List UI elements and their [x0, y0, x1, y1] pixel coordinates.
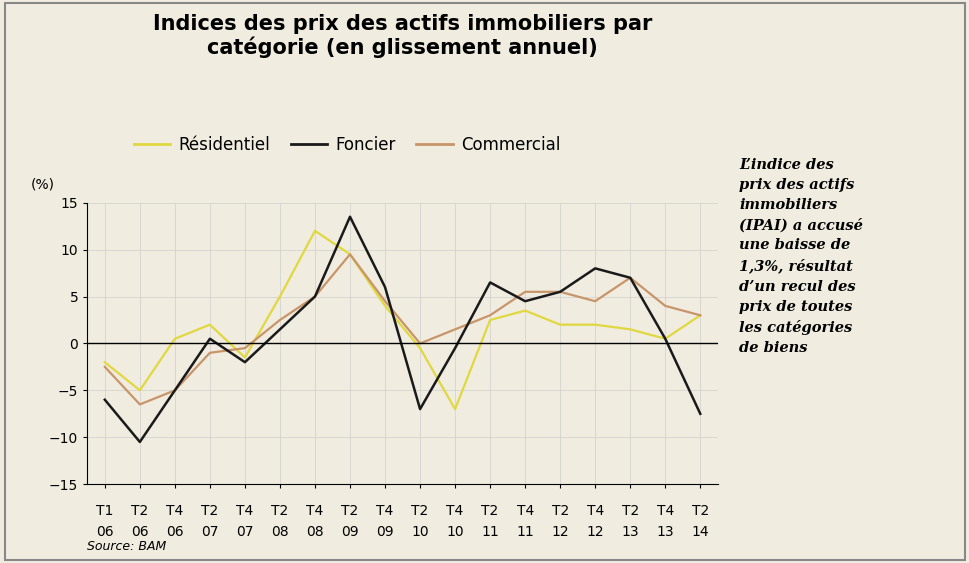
Text: T4: T4	[166, 504, 183, 518]
Text: 06: 06	[131, 525, 148, 539]
Text: Indices des prix des actifs immobiliers par: Indices des prix des actifs immobiliers …	[153, 14, 651, 34]
Text: T4: T4	[306, 504, 324, 518]
Text: (%): (%)	[30, 177, 54, 191]
Text: T2: T2	[691, 504, 708, 518]
Text: 12: 12	[550, 525, 569, 539]
Text: T4: T4	[586, 504, 604, 518]
Text: T2: T2	[201, 504, 218, 518]
Text: T4: T4	[516, 504, 533, 518]
Text: T2: T2	[411, 504, 428, 518]
Text: 06: 06	[166, 525, 183, 539]
Text: 08: 08	[306, 525, 324, 539]
Text: T4: T4	[656, 504, 673, 518]
Text: T2: T2	[621, 504, 639, 518]
Text: 09: 09	[376, 525, 393, 539]
Text: 13: 13	[621, 525, 639, 539]
Text: 11: 11	[516, 525, 534, 539]
Text: 10: 10	[446, 525, 463, 539]
Text: T4: T4	[446, 504, 463, 518]
Text: T2: T2	[481, 504, 498, 518]
Text: 11: 11	[481, 525, 498, 539]
Text: T2: T2	[131, 504, 148, 518]
Text: T4: T4	[376, 504, 393, 518]
Text: Source: BAM: Source: BAM	[87, 540, 167, 553]
Text: T2: T2	[551, 504, 568, 518]
Text: 12: 12	[586, 525, 604, 539]
Legend: Résidentiel, Foncier, Commercial: Résidentiel, Foncier, Commercial	[127, 129, 567, 160]
Text: 13: 13	[656, 525, 673, 539]
Text: catégorie (en glissement annuel): catégorie (en glissement annuel)	[207, 37, 597, 58]
Text: 07: 07	[201, 525, 218, 539]
Text: T2: T2	[271, 504, 289, 518]
Text: L’indice des
prix des actifs
immobiliers
(IPAI) a accusé
une baisse de
1,3%, rés: L’indice des prix des actifs immobiliers…	[738, 158, 862, 355]
Text: T1: T1	[96, 504, 113, 518]
Text: 09: 09	[341, 525, 359, 539]
Text: T2: T2	[341, 504, 359, 518]
Text: 10: 10	[411, 525, 428, 539]
Text: 14: 14	[691, 525, 708, 539]
Text: 06: 06	[96, 525, 113, 539]
Text: T4: T4	[236, 504, 253, 518]
Text: 08: 08	[271, 525, 289, 539]
Text: 07: 07	[235, 525, 254, 539]
